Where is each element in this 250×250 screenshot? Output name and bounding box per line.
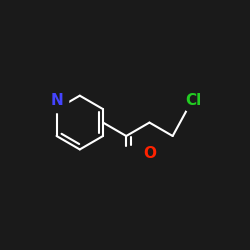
Text: N: N	[50, 93, 63, 108]
Text: Cl: Cl	[185, 93, 202, 108]
Text: O: O	[143, 146, 156, 160]
